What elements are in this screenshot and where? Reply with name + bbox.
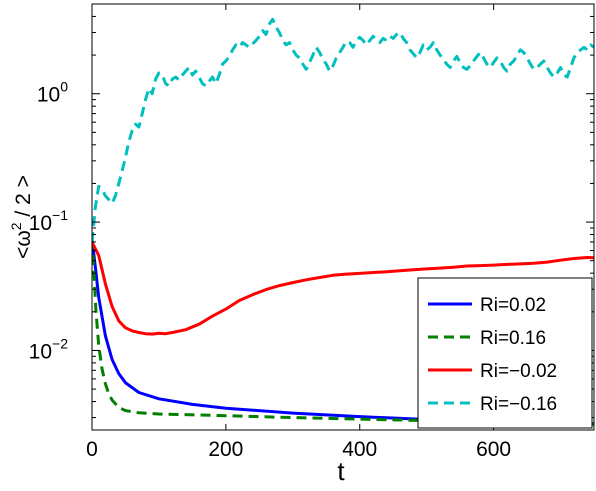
x-tick-label: 400 [342, 438, 377, 461]
legend-label-2: Ri=0.16 [480, 328, 546, 349]
legend-label-3: Ri=−0.02 [480, 361, 557, 382]
legend: Ri=0.02 Ri=0.16 Ri=−0.02 Ri=−0.16 [417, 277, 593, 429]
legend-label-4: Ri=−0.16 [480, 394, 557, 415]
y-tick-label: 100 [37, 79, 68, 107]
y-tick-label: 10−1 [29, 207, 69, 235]
x-tick-label: 600 [476, 438, 511, 461]
y-axis-label: <ω2 / 2 > [8, 175, 35, 259]
series-line-4 [92, 17, 594, 243]
series-line-3 [92, 241, 594, 336]
y-tick-label: 10−2 [29, 335, 69, 363]
legend-label-1: Ri=0.02 [480, 295, 546, 316]
axes-frame [91, 3, 595, 431]
axes: 0 200 400 600 10−2 10−1 100 [29, 3, 595, 461]
x-axis-label: t [337, 456, 345, 486]
x-tick-label: 0 [86, 438, 98, 461]
x-tick-label: 200 [208, 438, 243, 461]
